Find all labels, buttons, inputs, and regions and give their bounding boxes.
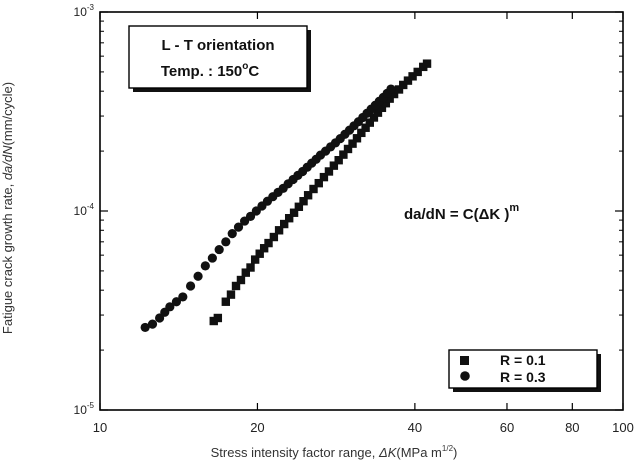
point-r03 bbox=[207, 253, 217, 263]
point-r01 bbox=[343, 144, 353, 154]
annotation-line2-prefix: Temp. : 150 bbox=[161, 63, 242, 80]
point-r03 bbox=[245, 211, 256, 221]
point-r01 bbox=[221, 297, 231, 306]
x-axis-label-symbol: ΔK bbox=[378, 445, 398, 460]
annotation-line1: L - T orientation bbox=[161, 37, 274, 54]
point-r01 bbox=[408, 72, 417, 81]
y-tick-label: 10-5 bbox=[74, 401, 95, 417]
legend-marker-square bbox=[460, 356, 469, 365]
point-r01 bbox=[348, 139, 357, 148]
annotation-frame bbox=[128, 25, 308, 89]
x-tick-label: 40 bbox=[408, 420, 422, 435]
ticks: 10 20 40 60 80 100 10-5 10-4 10-3 bbox=[74, 3, 634, 435]
point-r03 bbox=[178, 292, 188, 302]
point-r01 bbox=[329, 161, 339, 170]
legend: R = 0.1 R = 0.3 bbox=[448, 349, 601, 392]
point-r01 bbox=[389, 89, 399, 99]
point-r01 bbox=[289, 208, 299, 217]
point-r01 bbox=[259, 244, 269, 253]
equation-main: da/dN = C(ΔK ) bbox=[404, 206, 509, 223]
point-r01 bbox=[250, 255, 260, 264]
point-r03 bbox=[214, 244, 224, 255]
point-r01 bbox=[241, 268, 250, 277]
point-r03 bbox=[227, 228, 237, 239]
equation-exponent: m bbox=[509, 202, 519, 214]
point-r01 bbox=[299, 197, 308, 206]
point-r01 bbox=[365, 118, 375, 127]
x-axis-label-exponent: 1/2 bbox=[442, 444, 454, 453]
point-r03 bbox=[221, 237, 231, 247]
point-r01 bbox=[399, 80, 408, 90]
point-r03 bbox=[233, 222, 244, 232]
point-r01 bbox=[279, 219, 289, 229]
point-r03 bbox=[185, 281, 196, 291]
annotation-box: L - T orientation Temp. : 150oC bbox=[128, 25, 311, 92]
point-r01 bbox=[357, 128, 366, 138]
y-axis-label-symbol: da/dN bbox=[0, 145, 15, 180]
x-axis-label-close: ) bbox=[453, 445, 457, 460]
point-r03 bbox=[193, 271, 203, 281]
point-r01 bbox=[213, 313, 223, 323]
point-r01 bbox=[294, 202, 304, 211]
point-r01 bbox=[394, 85, 404, 94]
point-r01 bbox=[264, 238, 273, 248]
point-r01 bbox=[339, 150, 348, 159]
point-r01 bbox=[226, 290, 236, 299]
y-tick-label: 10-3 bbox=[74, 3, 95, 19]
x-axis-label-units: (MPa m bbox=[396, 445, 442, 460]
x-axis-label-prefix: Stress intensity factor range, bbox=[211, 445, 379, 460]
point-r01 bbox=[319, 172, 329, 182]
annotation-line2: Temp. : 150oC bbox=[161, 61, 260, 80]
point-r01 bbox=[236, 275, 246, 285]
point-r03 bbox=[147, 319, 158, 329]
x-tick-label: 60 bbox=[500, 420, 514, 435]
y-axis-label-units: (mm/cycle) bbox=[0, 82, 15, 146]
point-r01 bbox=[324, 167, 334, 176]
point-r03 bbox=[140, 322, 150, 333]
legend-frame bbox=[448, 349, 598, 389]
x-tick-label: 20 bbox=[250, 420, 264, 435]
point-r01 bbox=[385, 94, 394, 103]
y-axis-label: Fatigue crack growth rate, da/dN(mm/cycl… bbox=[0, 82, 15, 334]
point-r01 bbox=[314, 178, 323, 188]
point-r03 bbox=[200, 261, 210, 271]
point-r01 bbox=[373, 108, 383, 117]
x-tick-label: 80 bbox=[565, 420, 579, 435]
legend-label-r03: R = 0.3 bbox=[500, 369, 546, 385]
point-r01 bbox=[334, 156, 343, 165]
point-r03 bbox=[171, 297, 182, 307]
point-r01 bbox=[309, 184, 318, 194]
x-tick-label: 100 bbox=[612, 420, 634, 435]
point-r01 bbox=[361, 123, 370, 132]
equation-label: da/dN = C(ΔK )m bbox=[404, 202, 519, 223]
series bbox=[140, 59, 432, 333]
x-tick-label: 10 bbox=[93, 420, 107, 435]
point-r01 bbox=[246, 263, 255, 272]
point-r01 bbox=[274, 226, 284, 235]
annotation-line2-suffix: C bbox=[248, 63, 259, 80]
y-axis-label-prefix: Fatigue crack growth rate, bbox=[0, 180, 15, 334]
point-r01 bbox=[269, 232, 279, 242]
point-r01 bbox=[284, 214, 294, 223]
x-axis-label: Stress intensity factor range, ΔK(MPa m1… bbox=[211, 444, 458, 460]
point-r01 bbox=[255, 249, 264, 258]
legend-marker-circle bbox=[460, 371, 470, 381]
point-r03 bbox=[386, 84, 396, 94]
point-r01 bbox=[403, 76, 413, 85]
point-r01 bbox=[369, 113, 379, 122]
point-r01 bbox=[422, 59, 432, 68]
legend-label-r01: R = 0.1 bbox=[500, 352, 546, 368]
point-r01 bbox=[231, 281, 241, 291]
point-r01 bbox=[303, 191, 313, 200]
point-r03 bbox=[165, 302, 175, 312]
annotation-line2-degree: o bbox=[242, 61, 248, 72]
point-r01 bbox=[377, 103, 387, 113]
point-r01 bbox=[413, 67, 422, 77]
point-r01 bbox=[381, 99, 391, 108]
y-tick-label: 10-4 bbox=[74, 202, 95, 218]
point-r01 bbox=[352, 134, 362, 143]
